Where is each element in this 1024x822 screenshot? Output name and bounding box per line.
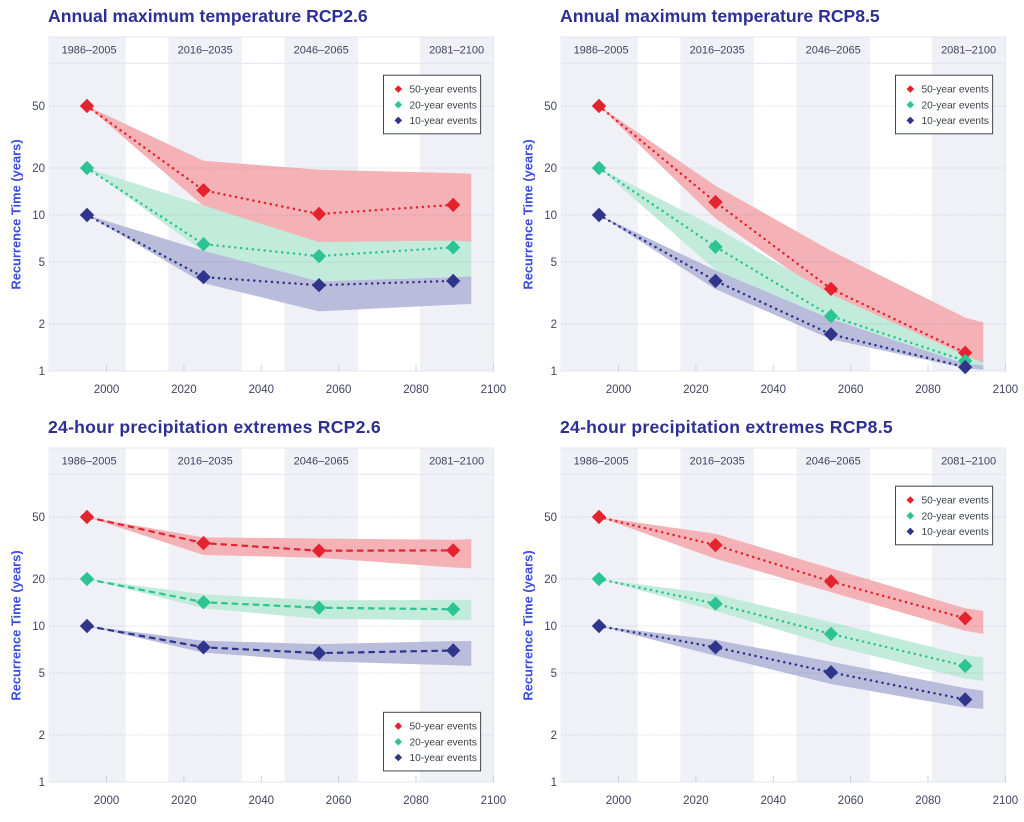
- svg-text:Recurrence Time (years): Recurrence Time (years): [520, 139, 535, 289]
- svg-text:10-year events: 10-year events: [922, 527, 989, 538]
- svg-text:10-year events: 10-year events: [410, 753, 477, 764]
- svg-text:20-year events: 20-year events: [410, 100, 477, 111]
- svg-text:Recurrence Time (years): Recurrence Time (years): [8, 139, 23, 289]
- svg-text:2080: 2080: [915, 795, 941, 807]
- svg-text:2016–2035: 2016–2035: [690, 455, 745, 467]
- svg-text:2: 2: [551, 730, 557, 742]
- svg-text:2020: 2020: [171, 384, 197, 396]
- svg-text:2046–2065: 2046–2065: [294, 455, 349, 467]
- svg-text:2: 2: [39, 730, 45, 742]
- svg-text:10-year events: 10-year events: [410, 116, 477, 127]
- svg-text:Recurrence Time (years): Recurrence Time (years): [520, 550, 535, 700]
- svg-text:2000: 2000: [606, 384, 632, 396]
- svg-text:20: 20: [544, 163, 557, 175]
- svg-text:20-year events: 20-year events: [410, 737, 477, 748]
- svg-text:50: 50: [32, 101, 45, 113]
- svg-text:2: 2: [39, 319, 45, 331]
- svg-text:10: 10: [544, 210, 557, 222]
- svg-text:50-year events: 50-year events: [410, 85, 477, 96]
- svg-text:50: 50: [544, 512, 557, 524]
- svg-text:2020: 2020: [683, 795, 709, 807]
- svg-text:2000: 2000: [94, 795, 120, 807]
- svg-text:5: 5: [39, 668, 45, 680]
- svg-text:1: 1: [551, 366, 557, 378]
- svg-text:2040: 2040: [249, 795, 275, 807]
- svg-text:2046–2065: 2046–2065: [806, 455, 861, 467]
- svg-text:10: 10: [544, 621, 557, 633]
- svg-text:20: 20: [544, 574, 557, 586]
- svg-text:2040: 2040: [249, 384, 275, 396]
- svg-text:20-year events: 20-year events: [922, 100, 989, 111]
- svg-text:2020: 2020: [171, 795, 197, 807]
- svg-text:Annual maximum temperature RCP: Annual maximum temperature RCP8.5: [560, 6, 880, 26]
- svg-text:20: 20: [32, 574, 45, 586]
- svg-text:50-year events: 50-year events: [410, 722, 477, 733]
- svg-text:10: 10: [32, 210, 45, 222]
- svg-text:1: 1: [551, 777, 557, 789]
- svg-text:50: 50: [544, 101, 557, 113]
- svg-text:10: 10: [32, 621, 45, 633]
- svg-text:2020: 2020: [683, 384, 709, 396]
- svg-text:2000: 2000: [94, 384, 120, 396]
- svg-text:2081–2100: 2081–2100: [429, 44, 484, 56]
- svg-text:2040: 2040: [761, 795, 787, 807]
- svg-text:1986–2005: 1986–2005: [62, 44, 117, 56]
- svg-text:2060: 2060: [326, 384, 352, 396]
- svg-text:2000: 2000: [606, 795, 632, 807]
- svg-text:20: 20: [32, 163, 45, 175]
- svg-text:1986–2005: 1986–2005: [62, 455, 117, 467]
- svg-text:2016–2035: 2016–2035: [178, 455, 233, 467]
- svg-text:2081–2100: 2081–2100: [941, 44, 996, 56]
- svg-text:2046–2065: 2046–2065: [294, 44, 349, 56]
- svg-text:2: 2: [551, 319, 557, 331]
- svg-text:50: 50: [32, 512, 45, 524]
- svg-text:2080: 2080: [915, 384, 941, 396]
- svg-text:2100: 2100: [993, 795, 1019, 807]
- svg-text:2060: 2060: [838, 384, 864, 396]
- svg-text:10-year events: 10-year events: [922, 116, 989, 127]
- svg-text:2016–2035: 2016–2035: [178, 44, 233, 56]
- svg-text:2100: 2100: [481, 384, 507, 396]
- svg-text:2016–2035: 2016–2035: [690, 44, 745, 56]
- svg-text:1986–2005: 1986–2005: [574, 44, 629, 56]
- svg-text:2081–2100: 2081–2100: [941, 455, 996, 467]
- svg-text:5: 5: [39, 257, 45, 269]
- svg-text:2060: 2060: [326, 795, 352, 807]
- svg-text:2100: 2100: [993, 384, 1019, 396]
- svg-text:2100: 2100: [481, 795, 507, 807]
- svg-text:2080: 2080: [403, 384, 429, 396]
- svg-text:24-hour precipitation extremes: 24-hour precipitation extremes RCP2.6: [48, 417, 381, 437]
- svg-text:1986–2005: 1986–2005: [574, 455, 629, 467]
- svg-text:2081–2100: 2081–2100: [429, 455, 484, 467]
- svg-text:2046–2065: 2046–2065: [806, 44, 861, 56]
- svg-text:50-year events: 50-year events: [922, 496, 989, 507]
- svg-text:50-year events: 50-year events: [922, 85, 989, 96]
- svg-text:24-hour precipitation extremes: 24-hour precipitation extremes RCP8.5: [560, 417, 893, 437]
- svg-text:2080: 2080: [403, 795, 429, 807]
- svg-text:Annual maximum temperature RCP: Annual maximum temperature RCP2.6: [48, 6, 368, 26]
- svg-text:5: 5: [551, 257, 557, 269]
- svg-text:1: 1: [39, 366, 45, 378]
- svg-text:2040: 2040: [761, 384, 787, 396]
- svg-text:20-year events: 20-year events: [922, 511, 989, 522]
- svg-text:5: 5: [551, 668, 557, 680]
- svg-text:1: 1: [39, 777, 45, 789]
- svg-text:2060: 2060: [838, 795, 864, 807]
- svg-text:Recurrence Time (years): Recurrence Time (years): [8, 550, 23, 700]
